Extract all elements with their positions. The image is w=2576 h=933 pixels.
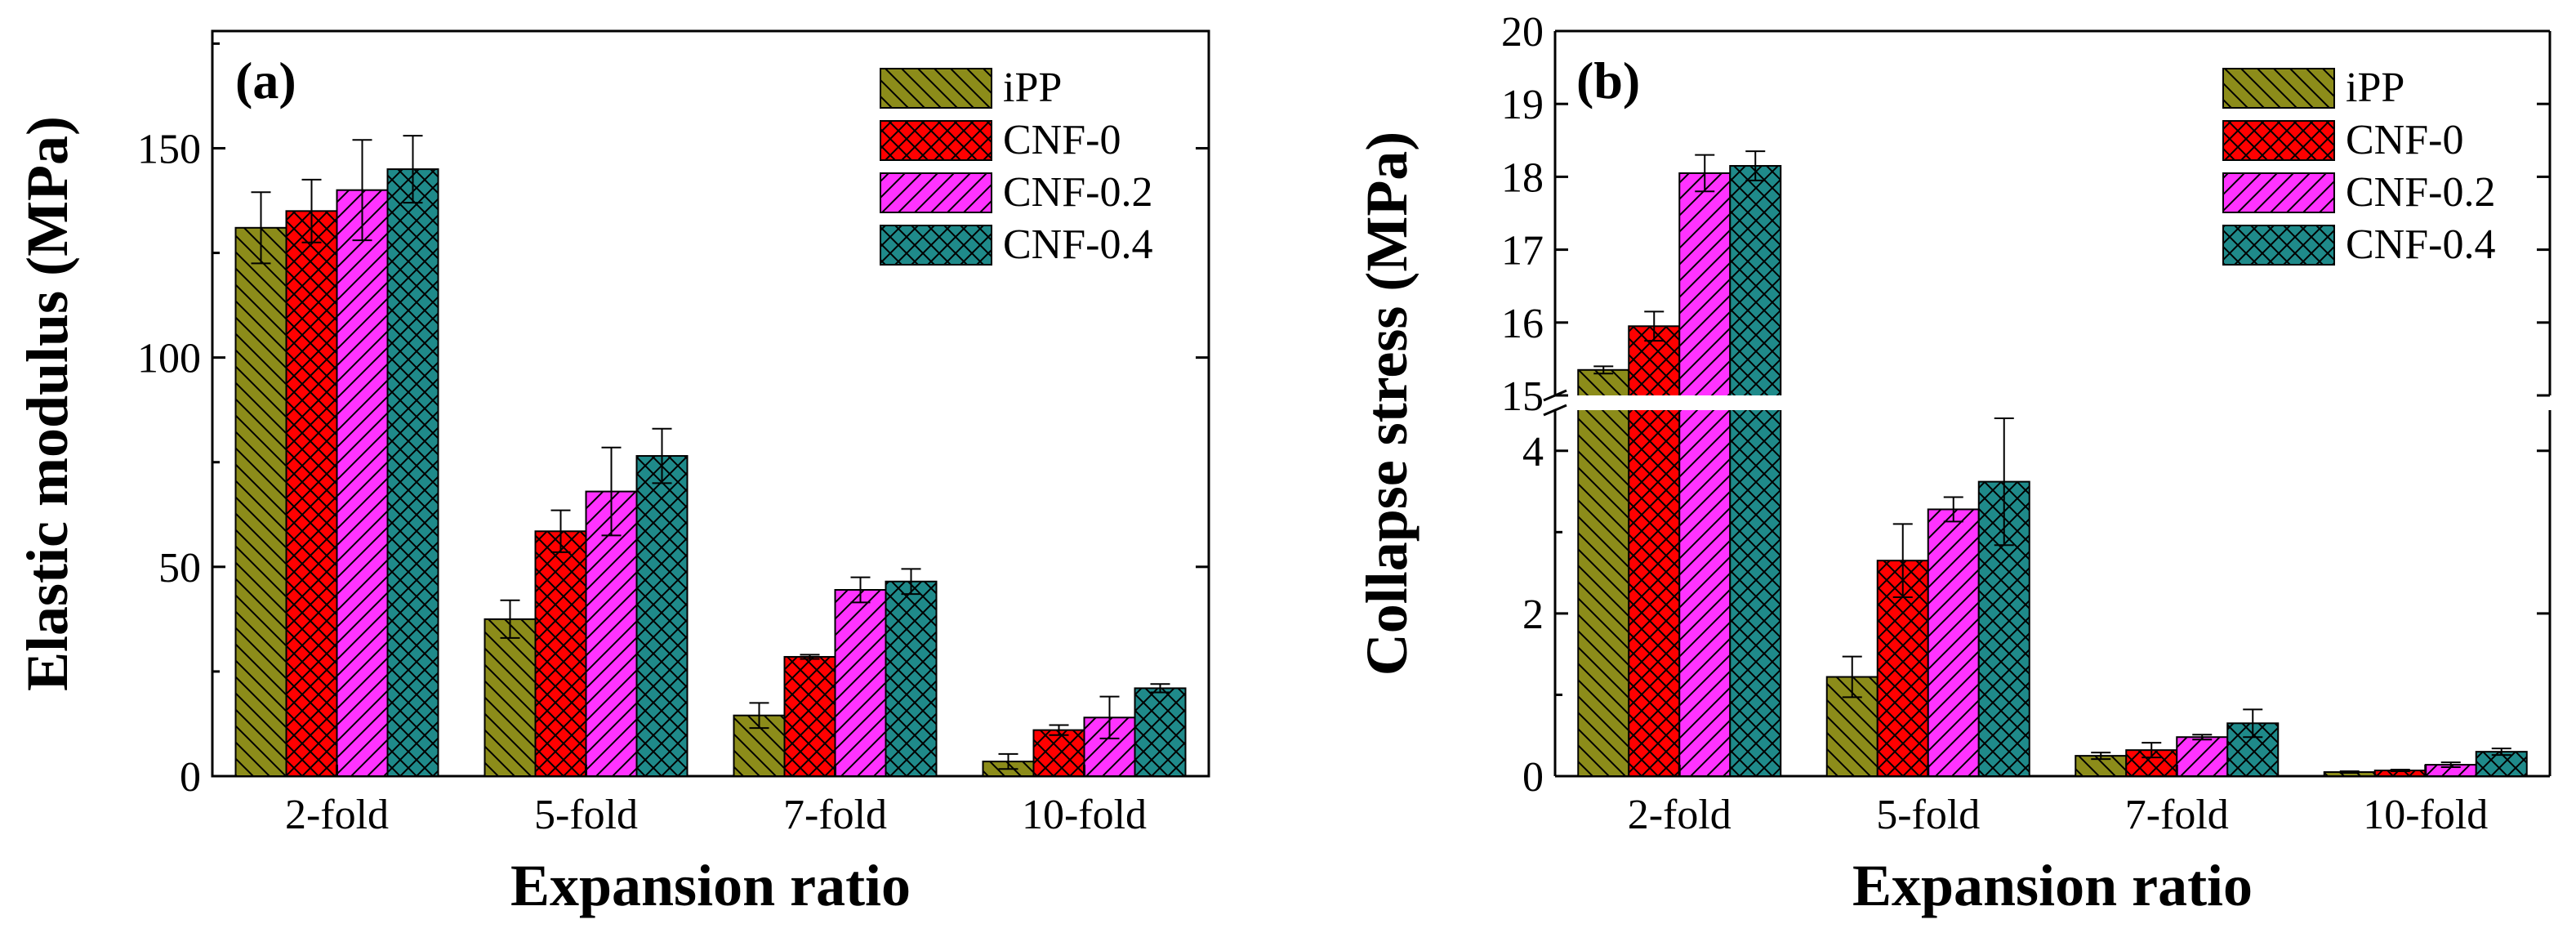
y-axis-title-a: Elastic modulus (MPa) [15,116,80,691]
b-legend-swatch-cnf-0-4 [2222,225,2335,266]
a-bar-ipp-2-fold [234,226,287,778]
b-bar-cnf-0-2-2-fold [1678,172,1731,777]
a-xtick-label-7-fold: 7-fold [783,792,887,838]
b-bar-ipp-2-fold [1577,368,1630,777]
a-bar-ipp-5-fold [484,618,537,777]
a-bar-cnf-0-2-5-fold [585,490,638,777]
b-legend-label-ipp: iPP [2346,65,2404,111]
a-legend-swatch-ipp [880,68,992,109]
a-xtick-label-10-fold: 10-fold [1022,792,1147,838]
a-legend-label-cnf-0-4: CNF-0.4 [1003,221,1152,268]
axis-break-mark-bottom [1543,404,1567,417]
a-ytick-label-50: 50 [158,545,201,591]
b-legend-label-cnf-0: CNF-0 [2346,117,2463,163]
a-bar-cnf-0-2-2-fold [336,189,389,777]
plot-frame-a [211,29,1210,778]
y-axis-title-b: Collapse stress (MPa) [1354,132,1419,676]
x-axis-title-b: Expansion ratio [1852,853,2253,918]
b-bar-cnf-0-4-2-fold [1729,165,1782,777]
a-legend-label-ipp: iPP [1003,65,1062,111]
legend-b: iPP CNF-0 CNF-0.2 CNF-0.4 [2222,65,2495,268]
a-bar-cnf-0-7-fold [783,655,836,778]
b-legend-label-cnf-0-4: CNF-0.4 [2346,221,2495,268]
a-bar-cnf-0-2-7-fold [834,589,887,777]
b-xtick-label-10-fold: 10-fold [2363,792,2488,838]
a-legend-swatch-cnf-0 [880,120,992,161]
legend-a: iPP CNF-0 CNF-0.2 CNF-0.4 [880,65,1152,268]
a-legend-label-cnf-0-2: CNF-0.2 [1003,169,1152,216]
panel-b-collapse-stress: 0 2 4 15 16 17 18 19 20 2-fold 5-fold 7-fold 10-fol… [1354,9,2561,918]
b-ytick-label-17: 17 [1501,228,1544,275]
b-ytick-label-16: 16 [1501,301,1544,347]
a-ytick-label-100: 100 [137,336,201,382]
a-bar-cnf-0-4-2-fold [386,168,439,777]
b-xtick-label-2-fold: 2-fold [1628,792,1731,838]
a-xtick-label-2-fold: 2-fold [285,792,389,838]
y-ticks-a: 0 50 100 150 [137,42,1209,801]
panel-label-a: (a) [235,51,296,109]
b-ytick-label-2: 2 [1522,591,1544,638]
b-legend-swatch-ipp [2222,68,2335,109]
b-xtick-label-5-fold: 5-fold [1876,792,1980,838]
b-bar-cnf-0-2-7-fold [2176,736,2229,777]
a-bar-cnf-0-10-fold [1032,729,1085,777]
b-legend-label-cnf-0-2: CNF-0.2 [2346,169,2495,216]
a-ytick-label-0: 0 [180,754,201,801]
b-ytick-label-20: 20 [1501,9,1544,56]
a-bar-cnf-0-4-10-fold [1134,687,1187,777]
b-bar-cnf-0-2-5-fold [1927,508,1980,777]
b-legend-swatch-cnf-0 [2222,120,2335,161]
b-xtick-label-7-fold: 7-fold [2125,792,2229,838]
axis-break-gap [1544,395,2561,410]
bars-a [234,135,1187,778]
b-ytick-label-19: 19 [1501,82,1544,128]
a-xtick-label-5-fold: 5-fold [534,792,638,838]
b-ytick-label-15: 15 [1501,373,1544,420]
y-ticks-b: 0 2 4 15 16 17 18 19 20 [1501,9,2550,801]
b-legend-swatch-cnf-0-2 [2222,172,2335,213]
b-ytick-label-18: 18 [1501,154,1544,201]
a-bar-cnf-0-2-fold [285,210,338,777]
x-ticks-a: 2-fold 5-fold 7-fold 10-fold [285,765,1147,838]
a-bar-cnf-0-4-5-fold [635,455,689,777]
x-ticks-b: 2-fold 5-fold 7-fold 10-fold [1628,765,2488,838]
a-bar-cnf-0-4-7-fold [885,580,938,777]
b-ytick-label-0: 0 [1522,754,1544,801]
x-axis-title-a: Expansion ratio [510,853,911,918]
a-bar-cnf-0-5-fold [534,530,587,777]
a-legend-label-cnf-0: CNF-0 [1003,117,1121,163]
b-ytick-label-4: 4 [1522,429,1544,475]
panel-label-b: (b) [1576,51,1640,109]
a-legend-swatch-cnf-0-4 [880,225,992,266]
a-legend-swatch-cnf-0-2 [880,172,992,213]
a-ytick-label-150: 150 [137,126,201,172]
b-bar-cnf-0-2-fold [1628,325,1681,777]
